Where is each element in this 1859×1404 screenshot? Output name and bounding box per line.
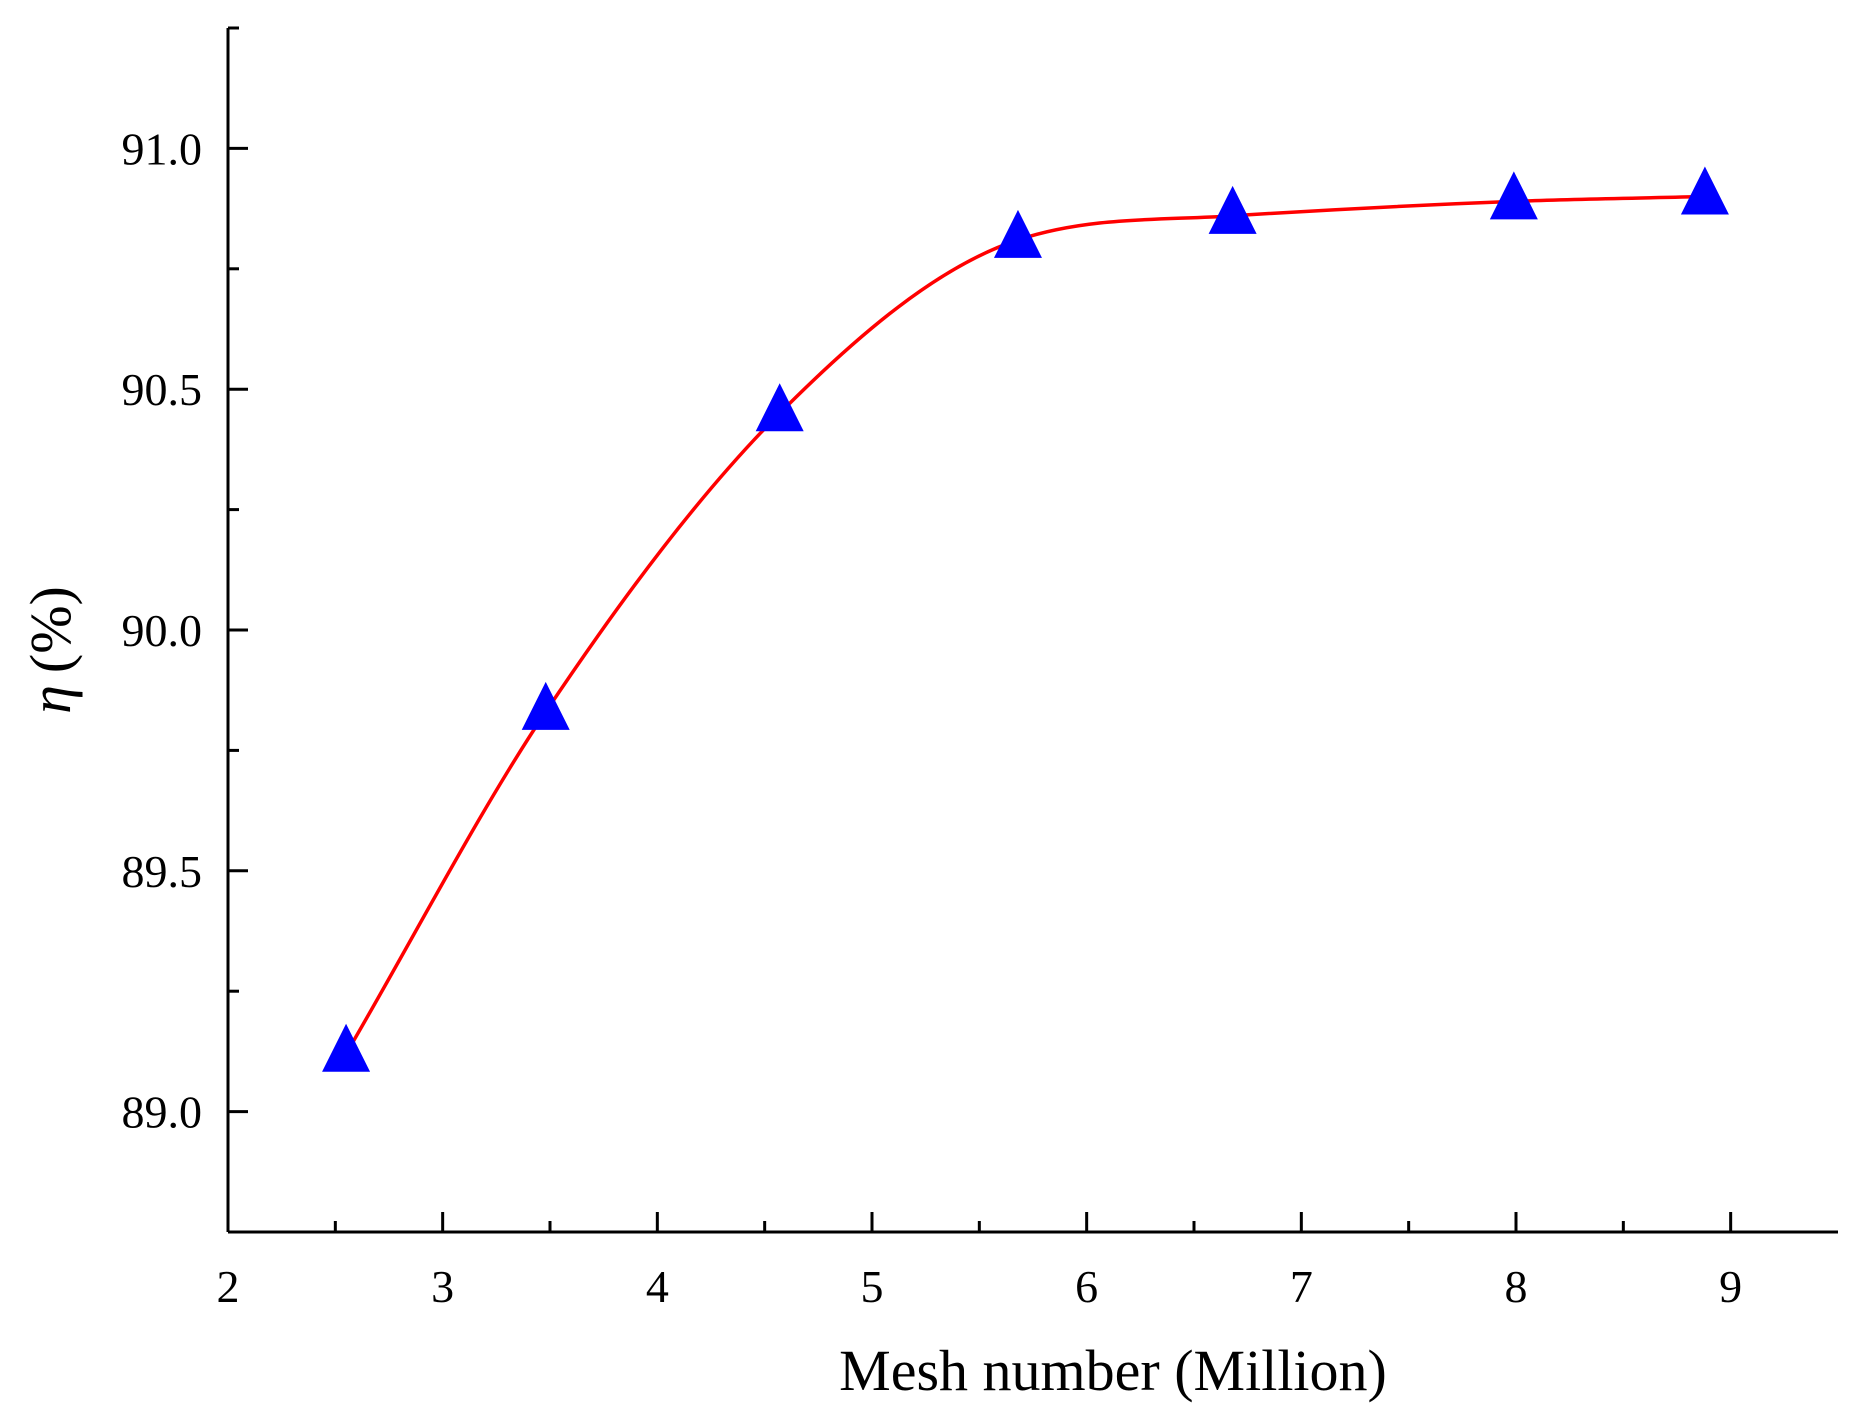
y-tick-label: 89.0: [122, 1087, 203, 1138]
x-tick-label: 6: [1075, 1261, 1098, 1312]
x-tick-label: 3: [431, 1261, 454, 1312]
x-tick-label: 8: [1505, 1261, 1528, 1312]
axes: [226, 28, 1838, 1234]
data-point-marker: [521, 681, 570, 730]
tick-labels: 2 3 4 5 6 7 8 9 89.0 89.5 90.0 90.5 91.0: [122, 123, 1743, 1312]
data-point-marker: [1489, 171, 1538, 220]
y-tick-label: 91.0: [122, 123, 203, 174]
data-point-marker: [322, 1023, 371, 1072]
x-axis-label: Mesh number (Million): [839, 1338, 1387, 1403]
y-tick-label: 90.0: [122, 605, 203, 656]
data-point-marker: [755, 383, 804, 432]
y-axis-symbol: η: [18, 685, 83, 714]
y-axis-label: η (%): [18, 586, 83, 714]
y-tick-label: 89.5: [122, 846, 203, 897]
x-tick-label: 7: [1290, 1261, 1313, 1312]
y-axis-unit: (%): [18, 586, 83, 673]
x-tick-label: 9: [1719, 1261, 1742, 1312]
x-tick-label: 4: [646, 1261, 669, 1312]
x-tick-label: 2: [217, 1261, 240, 1312]
data-point-marker: [1208, 185, 1257, 234]
markers: [322, 166, 1729, 1072]
y-tick-label: 90.5: [122, 364, 203, 415]
ticks: [226, 26, 1733, 1234]
series-line: [344, 194, 1705, 1055]
x-tick-label: 5: [861, 1261, 884, 1312]
data-point-marker: [993, 209, 1042, 258]
data-point-marker: [1680, 166, 1729, 215]
